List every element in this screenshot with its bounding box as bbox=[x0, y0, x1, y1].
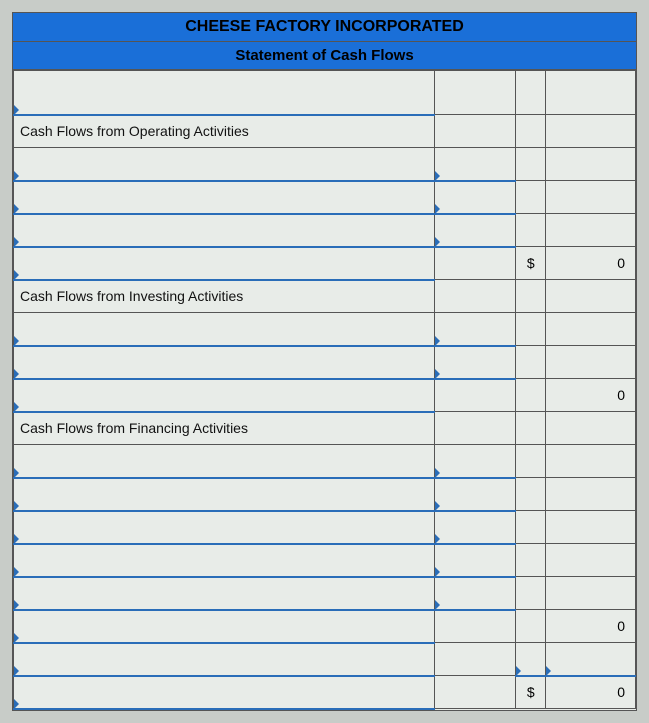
amount-cell[interactable] bbox=[434, 148, 516, 181]
value-cell bbox=[546, 148, 636, 181]
section-investing: Cash Flows from Investing Activities bbox=[14, 280, 435, 313]
symbol-cell bbox=[516, 280, 546, 313]
amount-cell bbox=[434, 610, 516, 643]
amount-cell[interactable] bbox=[434, 478, 516, 511]
value-cell bbox=[546, 115, 636, 148]
section-financing: Cash Flows from Financing Activities bbox=[14, 412, 435, 445]
table-row bbox=[14, 313, 636, 346]
value-cell bbox=[546, 313, 636, 346]
symbol-cell bbox=[516, 511, 546, 544]
value-cell bbox=[546, 181, 636, 214]
financing-sub: 0 bbox=[546, 610, 636, 643]
investing-total: 0 bbox=[546, 379, 636, 412]
value-cell[interactable] bbox=[546, 643, 636, 676]
dropdown-cell[interactable] bbox=[14, 71, 435, 115]
dropdown-cell[interactable] bbox=[14, 445, 435, 478]
section-operating: Cash Flows from Operating Activities bbox=[14, 115, 435, 148]
table-row bbox=[14, 643, 636, 676]
amount-cell[interactable] bbox=[434, 544, 516, 577]
value-cell bbox=[546, 511, 636, 544]
amount-cell bbox=[434, 379, 516, 412]
symbol-cell bbox=[516, 71, 546, 115]
dropdown-cell[interactable] bbox=[14, 544, 435, 577]
table-row: Cash Flows from Investing Activities bbox=[14, 280, 636, 313]
dropdown-cell[interactable] bbox=[14, 610, 435, 643]
company-name: CHEESE FACTORY INCORPORATED bbox=[13, 13, 636, 42]
amount-cell bbox=[434, 247, 516, 280]
statement-title: Statement of Cash Flows bbox=[13, 42, 636, 70]
symbol-cell bbox=[516, 379, 546, 412]
table-row bbox=[14, 478, 636, 511]
symbol-cell bbox=[516, 181, 546, 214]
grand-total: 0 bbox=[546, 676, 636, 709]
symbol-cell bbox=[516, 577, 546, 610]
symbol-cell bbox=[516, 313, 546, 346]
table-row: 0 bbox=[14, 610, 636, 643]
value-cell bbox=[546, 346, 636, 379]
symbol-cell bbox=[516, 445, 546, 478]
table-row bbox=[14, 346, 636, 379]
dropdown-cell[interactable] bbox=[14, 247, 435, 280]
table-row bbox=[14, 445, 636, 478]
symbol-cell bbox=[516, 148, 546, 181]
dropdown-cell[interactable] bbox=[14, 379, 435, 412]
amount-cell[interactable] bbox=[434, 71, 516, 115]
amount-cell bbox=[434, 412, 516, 445]
dropdown-cell[interactable] bbox=[14, 577, 435, 610]
amount-cell bbox=[434, 643, 516, 676]
amount-cell bbox=[434, 676, 516, 709]
statement-table: Cash Flows from Operating Activities bbox=[13, 70, 636, 710]
symbol-cell: $ bbox=[516, 247, 546, 280]
symbol-cell: $ bbox=[516, 676, 546, 709]
operating-total: 0 bbox=[546, 247, 636, 280]
amount-cell[interactable] bbox=[434, 577, 516, 610]
table-row: Cash Flows from Operating Activities bbox=[14, 115, 636, 148]
dropdown-cell[interactable] bbox=[14, 676, 435, 709]
table-row: Cash Flows from Financing Activities bbox=[14, 412, 636, 445]
table-row: $ 0 bbox=[14, 247, 636, 280]
symbol-cell bbox=[516, 346, 546, 379]
value-cell bbox=[546, 544, 636, 577]
table-row bbox=[14, 577, 636, 610]
value-cell bbox=[546, 577, 636, 610]
symbol-cell bbox=[516, 478, 546, 511]
symbol-cell bbox=[516, 115, 546, 148]
symbol-cell[interactable] bbox=[516, 643, 546, 676]
table-row bbox=[14, 148, 636, 181]
dropdown-cell[interactable] bbox=[14, 511, 435, 544]
table-row bbox=[14, 214, 636, 247]
table-row: $ 0 bbox=[14, 676, 636, 709]
table-row: 0 bbox=[14, 379, 636, 412]
amount-cell bbox=[434, 115, 516, 148]
amount-cell[interactable] bbox=[434, 445, 516, 478]
amount-cell[interactable] bbox=[434, 511, 516, 544]
symbol-cell bbox=[516, 412, 546, 445]
value-cell bbox=[546, 280, 636, 313]
dropdown-cell[interactable] bbox=[14, 346, 435, 379]
amount-cell[interactable] bbox=[434, 313, 516, 346]
dropdown-cell[interactable] bbox=[14, 214, 435, 247]
amount-cell[interactable] bbox=[434, 214, 516, 247]
value-cell bbox=[546, 478, 636, 511]
amount-cell[interactable] bbox=[434, 181, 516, 214]
value-cell bbox=[546, 445, 636, 478]
table-row bbox=[14, 71, 636, 115]
value-cell bbox=[546, 214, 636, 247]
amount-cell[interactable] bbox=[434, 346, 516, 379]
symbol-cell bbox=[516, 214, 546, 247]
cash-flow-statement: CHEESE FACTORY INCORPORATED Statement of… bbox=[12, 12, 637, 711]
value-cell bbox=[546, 71, 636, 115]
table-row bbox=[14, 544, 636, 577]
dropdown-cell[interactable] bbox=[14, 643, 435, 676]
table-row bbox=[14, 181, 636, 214]
dropdown-cell[interactable] bbox=[14, 148, 435, 181]
table-row bbox=[14, 511, 636, 544]
symbol-cell bbox=[516, 610, 546, 643]
dropdown-cell[interactable] bbox=[14, 181, 435, 214]
symbol-cell bbox=[516, 544, 546, 577]
dropdown-cell[interactable] bbox=[14, 313, 435, 346]
amount-cell bbox=[434, 280, 516, 313]
dropdown-cell[interactable] bbox=[14, 478, 435, 511]
value-cell bbox=[546, 412, 636, 445]
